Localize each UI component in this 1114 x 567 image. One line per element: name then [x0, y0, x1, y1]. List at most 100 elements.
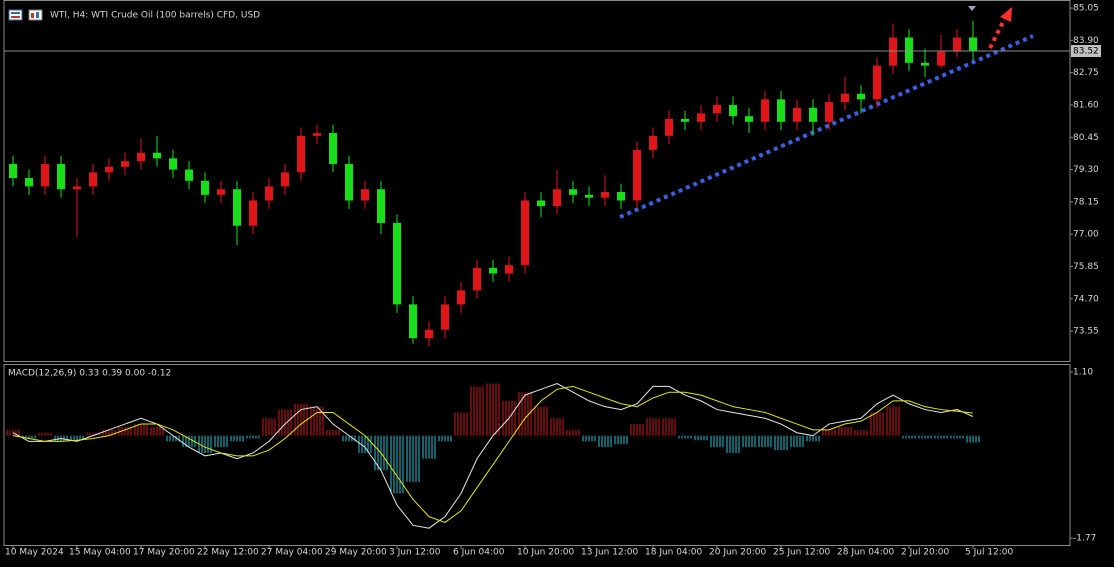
chart-title: WTI, H4: WTI Crude Oil (100 barrels) CFD…: [50, 11, 260, 21]
candle-body: [361, 189, 369, 201]
macd-line: [12, 385, 974, 523]
candle-body: [601, 192, 609, 198]
macd-pane: [3, 364, 1071, 546]
candle-body: [345, 163, 353, 201]
candle-body: [25, 177, 33, 187]
y-tick-label: 83.90: [1073, 36, 1099, 46]
candle-body: [329, 133, 337, 164]
candle-body: [569, 189, 577, 195]
candle-body: [233, 189, 241, 226]
y-tick-label: 78.15: [1073, 197, 1099, 207]
candle-body: [57, 163, 65, 190]
candle-body: [873, 65, 881, 100]
y-tick-label: 80.45: [1073, 133, 1099, 143]
candle-body: [745, 116, 753, 122]
candle-body: [681, 118, 689, 122]
candle-body: [969, 37, 977, 52]
bar-marker: [968, 6, 976, 11]
candle-body: [921, 62, 929, 66]
candle-body: [841, 93, 849, 103]
x-tick-label: 2 Jul 20:00: [901, 548, 950, 558]
candle-body: [905, 37, 913, 63]
candle-body: [809, 107, 817, 122]
candle-body: [761, 99, 769, 122]
candle-body: [393, 222, 401, 305]
candle-body: [265, 186, 273, 201]
x-tick-label: 10 Jun 20:00: [517, 548, 574, 558]
x-tick-label: 3 Jun 12:00: [389, 548, 441, 558]
candle-body: [121, 161, 129, 167]
candle-body: [713, 104, 721, 114]
y-tick-label: -1.77: [1073, 534, 1096, 544]
candle-body: [553, 189, 561, 207]
candle-body: [297, 135, 305, 173]
y-tick-label: 73.55: [1073, 327, 1099, 337]
candle-body: [585, 194, 593, 198]
candle-body: [409, 304, 417, 339]
x-tick-label: 15 May 04:00: [69, 548, 131, 558]
candle-body: [521, 200, 529, 266]
arrow-head: [1000, 7, 1012, 22]
candle-body: [249, 200, 257, 226]
y-tick-label: 81.60: [1073, 100, 1099, 110]
candle-body: [617, 192, 625, 201]
candle-body: [473, 267, 481, 291]
y-tick-label: 1.10: [1073, 367, 1093, 377]
candle-body: [489, 267, 497, 274]
symbol-icons: [8, 9, 43, 21]
y-tick-label: 85.05: [1073, 4, 1099, 14]
trend-line: [619, 34, 1034, 219]
candle-body: [377, 189, 385, 223]
candle-body: [633, 149, 641, 201]
arrow-line: [988, 21, 1005, 49]
x-tick-label: 22 May 12:00: [197, 548, 259, 558]
macd-title: MACD(12,26,9) 0.33 0.39 0.00 -0.12: [8, 369, 171, 379]
x-tick-label: 20 Jun 20:00: [709, 548, 766, 558]
candle-body: [697, 113, 705, 122]
x-tick-label: 5 Jul 12:00: [965, 548, 1014, 558]
candle-body: [857, 93, 865, 100]
candle-body: [169, 158, 177, 170]
candle-body: [777, 99, 785, 122]
current-price-label: 83.52: [1073, 47, 1099, 57]
candle-body: [665, 118, 673, 136]
candle-body: [889, 37, 897, 66]
x-tick-label: 29 May 20:00: [325, 548, 387, 558]
x-tick-label: 28 Jun 04:00: [837, 548, 894, 558]
candle-body: [825, 102, 833, 122]
candle-body: [505, 265, 513, 274]
candle-body: [425, 329, 433, 339]
candle-body: [729, 104, 737, 117]
plot-layer: 85.05 83.90 82.75 81.60 80.45 79.30 78.15 77.00…: [4, 4, 1101, 558]
candle-body: [217, 189, 225, 195]
candle-body: [313, 133, 321, 136]
candle-body: [137, 152, 145, 162]
y-tick-label: 74.70: [1073, 294, 1099, 304]
x-tick-label: 10 May 2024: [5, 548, 64, 558]
y-tick-label: 82.75: [1073, 68, 1099, 78]
candle-body: [281, 172, 289, 187]
x-tick-label: 13 Jun 12:00: [581, 548, 638, 558]
candle-body: [649, 135, 657, 150]
x-tick-label: 27 May 04:00: [261, 548, 323, 558]
y-tick-label: 77.00: [1073, 230, 1099, 240]
candle-body: [185, 169, 193, 181]
candle-body: [457, 290, 465, 305]
candle-body: [441, 304, 449, 330]
x-tick-label: 25 Jun 12:00: [773, 548, 830, 558]
macd-line: [12, 382, 974, 529]
candle-body: [937, 51, 945, 66]
y-tick-label: 75.85: [1073, 262, 1099, 272]
candle-body: [953, 37, 961, 52]
candle-body: [537, 200, 545, 207]
x-tick-label: 18 Jun 04:00: [645, 548, 702, 558]
candle-body: [89, 172, 97, 187]
x-tick-label: 6 Jun 04:00: [453, 548, 505, 558]
candle-body: [105, 166, 113, 173]
candle-body: [201, 180, 209, 195]
current-price-box: [1071, 45, 1101, 58]
y-tick-label: 79.30: [1073, 165, 1099, 175]
candle-body: [41, 163, 49, 187]
